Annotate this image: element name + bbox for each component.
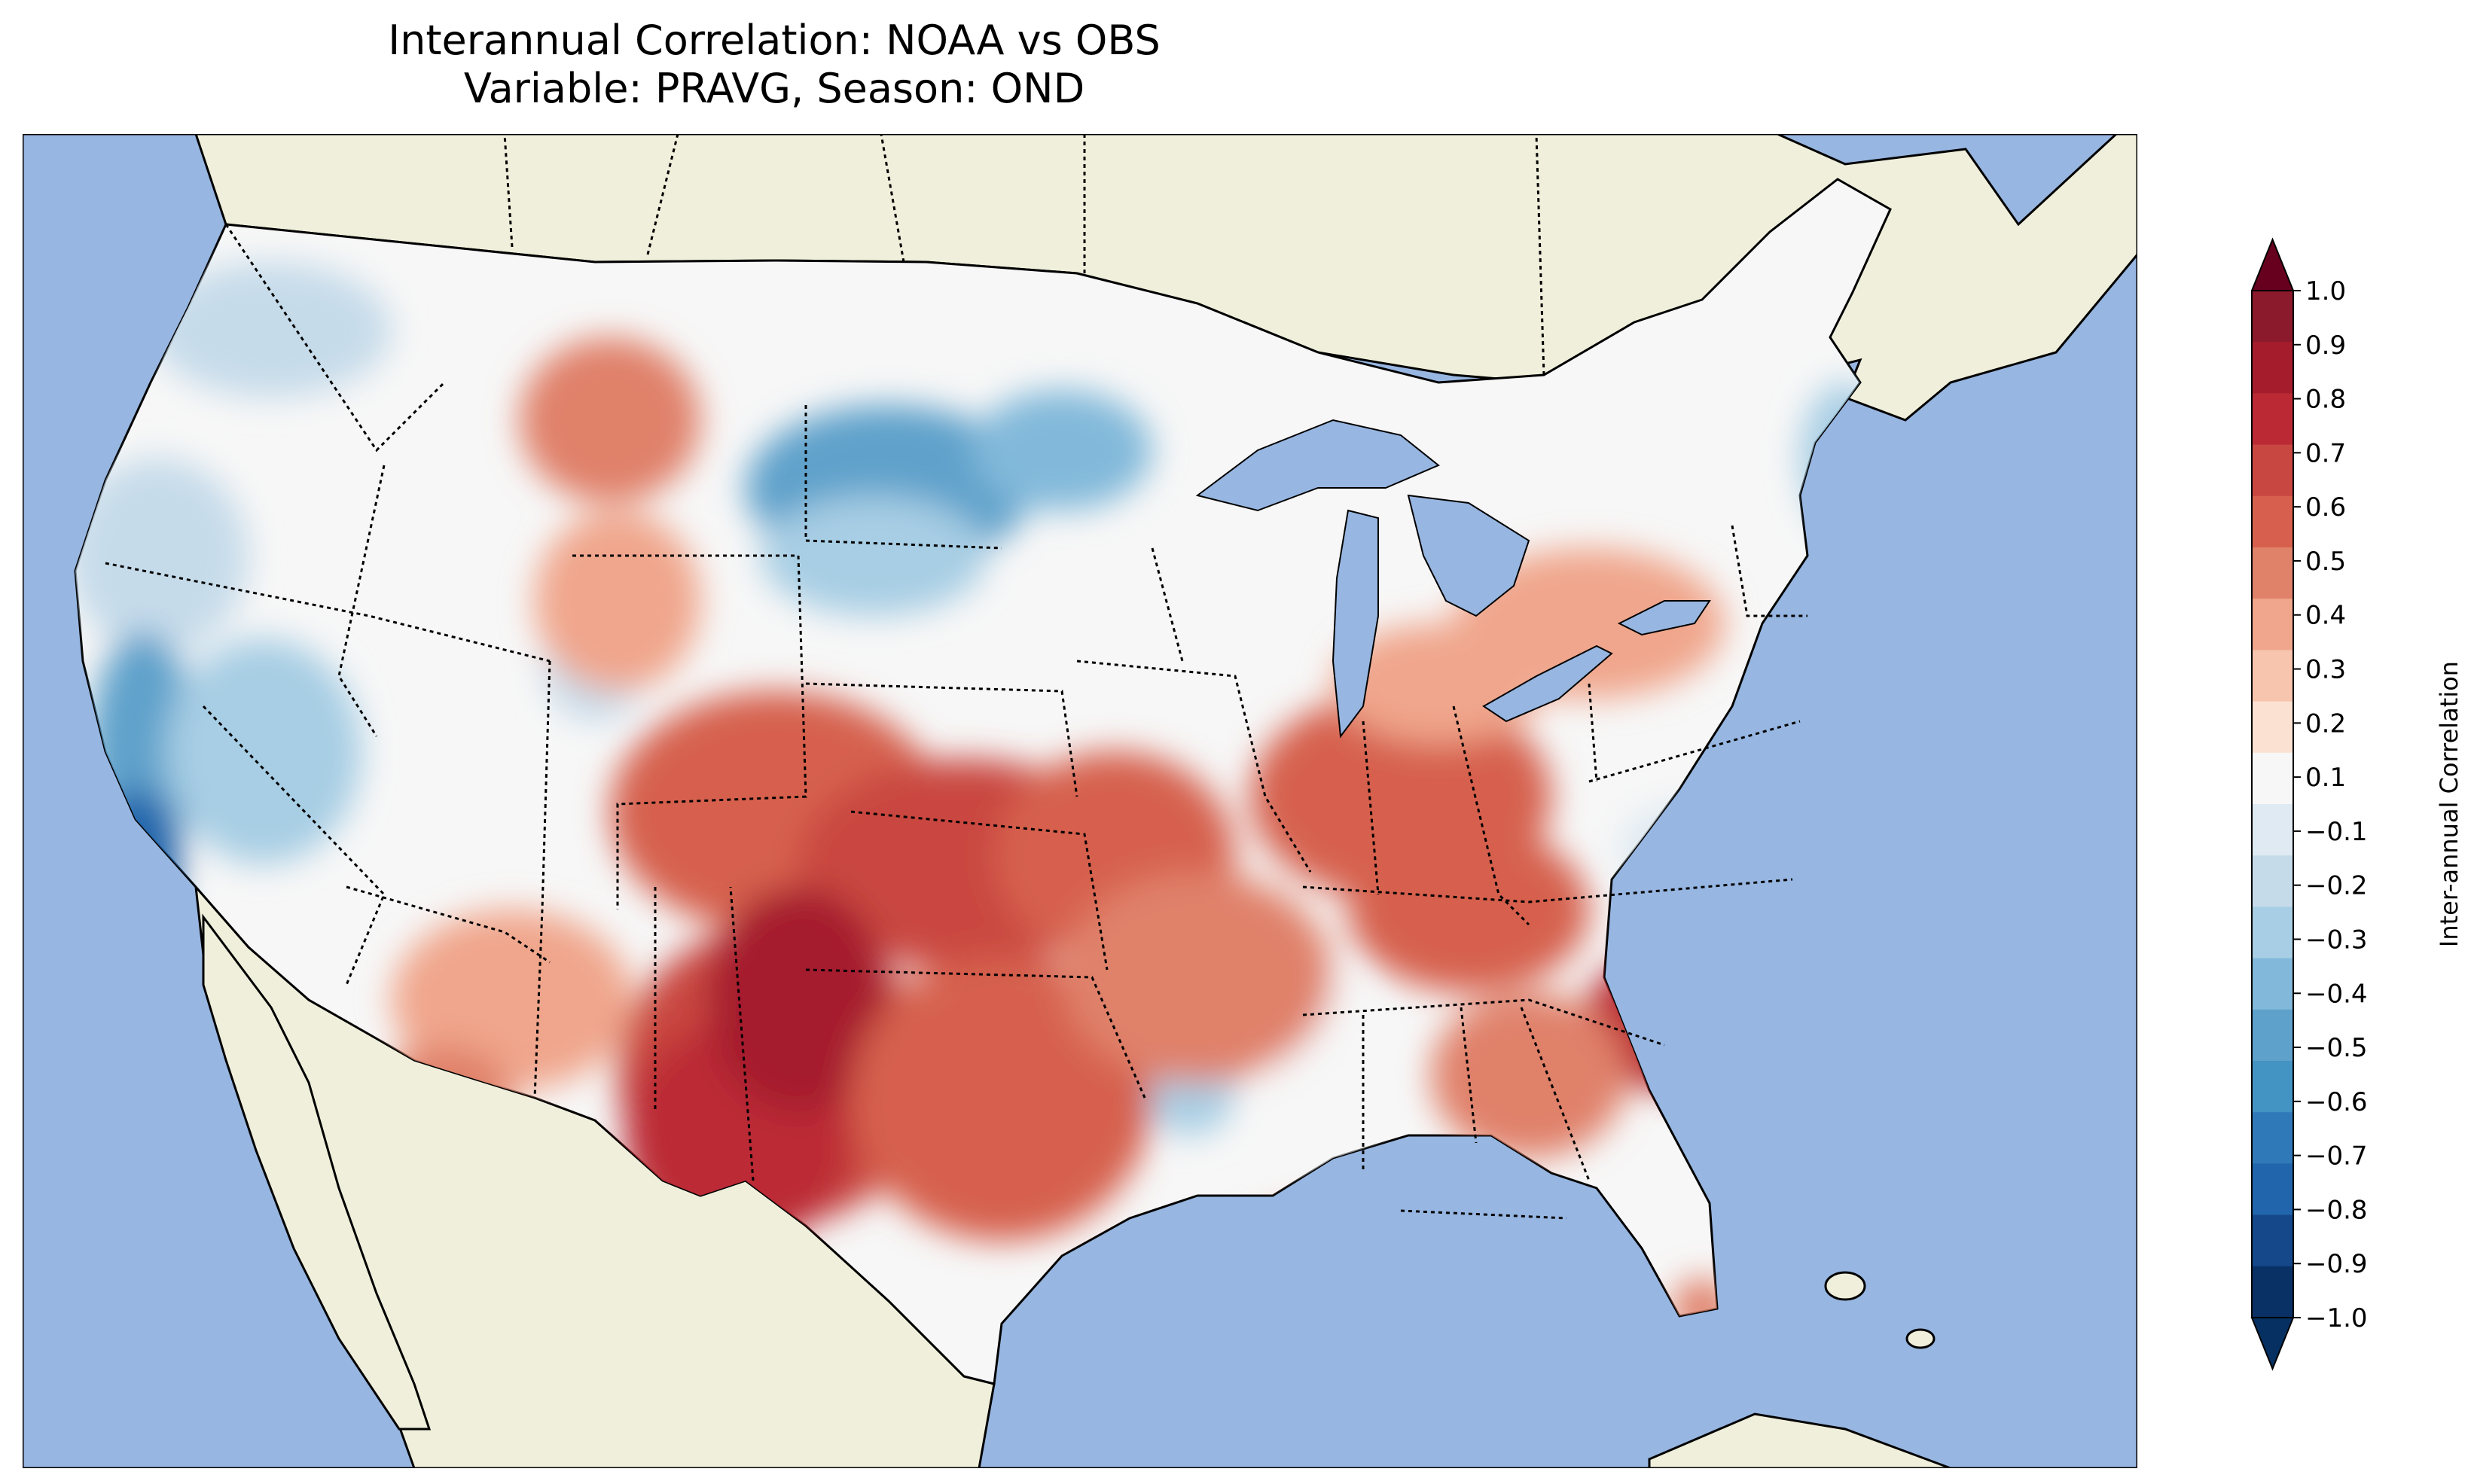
colorbar-segment (2252, 752, 2293, 805)
colorbar-segment (2252, 1061, 2293, 1113)
colorbar-tick-label: 0.1 (2305, 763, 2346, 793)
title-line-1: Interannual Correlation: NOAA vs OBS (388, 17, 1161, 64)
colorbar-label: Inter-annual Correlation (2435, 660, 2463, 948)
colorbar-segment (2252, 804, 2293, 856)
map-title: Interannual Correlation: NOAA vs OBS Var… (0, 17, 1548, 113)
colorbar-segment (2252, 547, 2293, 599)
colorbar-tick-label: −0.8 (2305, 1195, 2368, 1225)
colorbar-segment (2252, 291, 2293, 343)
correlation-field (75, 262, 1890, 1339)
colorbar-segment (2252, 907, 2293, 959)
lake-ontario (1617, 600, 1711, 636)
colorbar-tick-label: −0.3 (2305, 925, 2368, 955)
colorbar-tick-label: 0.2 (2305, 708, 2346, 739)
colorbar-tick-label: −0.4 (2305, 979, 2368, 1009)
colorbar-segment (2252, 1112, 2293, 1164)
colorbar-segment (2252, 650, 2293, 702)
lake-erie (1482, 644, 1613, 723)
colorbar-segment (2252, 1214, 2293, 1267)
colorbar-segment (2252, 444, 2293, 497)
province-borders (503, 134, 1545, 376)
bahamas-island-2 (1905, 1328, 1936, 1349)
colorbar-tick-label: 0.8 (2305, 385, 2346, 415)
colorbar-segments (2250, 237, 2295, 1371)
bahamas-island (1824, 1271, 1866, 1301)
colorbar-segment (2252, 1009, 2293, 1062)
baja-peninsula (202, 913, 432, 1431)
map-panel (23, 134, 2137, 1468)
colorbar-tick-label: −0.1 (2305, 817, 2368, 847)
colorbar-ticks: 1.0 0.9 0.8 0.7 0.6 0.5 0.4 0.3 0.2 0.1 −0.1 −0.2 −0… (2293, 276, 2368, 1333)
lake-michigan (1332, 509, 1379, 739)
colorbar-svg: 1.0 0.9 0.8 0.7 0.6 0.5 0.4 0.3 0.2 0.1 −0.1 −0.2 −0… (2250, 237, 2368, 1371)
colorbar-tick-label: −0.9 (2305, 1249, 2368, 1279)
colorbar-tick-label: −0.2 (2305, 871, 2368, 901)
colorbar-tick-label: 0.9 (2305, 331, 2346, 361)
colorbar-tick-label: 0.3 (2305, 655, 2346, 685)
colorbar-extend-top (2250, 237, 2295, 291)
colorbar-segment (2252, 701, 2293, 754)
colorbar-tick-label: 1.0 (2305, 276, 2346, 306)
colorbar-segment (2252, 958, 2293, 1010)
colorbar-segment (2252, 1163, 2293, 1216)
colorbar-extend-bottom (2250, 1317, 2295, 1371)
colorbar-segment (2252, 393, 2293, 446)
correlation-map (23, 134, 2137, 1468)
colorbar-segment (2252, 855, 2293, 907)
colorbar-tick-label: 0.4 (2305, 601, 2346, 631)
colorbar-tick-label: 0.7 (2305, 438, 2346, 468)
colorbar-segment (2252, 1266, 2293, 1318)
colorbar-tick-label: 0.6 (2305, 492, 2346, 523)
cuba-island (1648, 1412, 1951, 1468)
colorbar-tick-label: −0.5 (2305, 1033, 2368, 1063)
colorbar: 1.0 0.9 0.8 0.7 0.6 0.5 0.4 0.3 0.2 0.1 −0.1 −0.2 −0… (2250, 237, 2368, 1371)
colorbar-tick-label: 0.5 (2305, 547, 2346, 577)
lake-superior (1195, 419, 1440, 512)
colorbar-segment (2252, 342, 2293, 394)
colorbar-tick-label: −1.0 (2305, 1303, 2368, 1333)
title-line-2: Variable: PRAVG, Season: OND (463, 65, 1085, 112)
colorbar-segment (2252, 495, 2293, 548)
colorbar-tick-label: −0.7 (2305, 1141, 2368, 1172)
colorbar-outline (2251, 290, 2294, 1318)
lake-huron (1407, 494, 1530, 617)
state-borders (105, 224, 1807, 1220)
colorbar-segment (2252, 599, 2293, 651)
colorbar-tick-label: −0.6 (2305, 1087, 2368, 1117)
